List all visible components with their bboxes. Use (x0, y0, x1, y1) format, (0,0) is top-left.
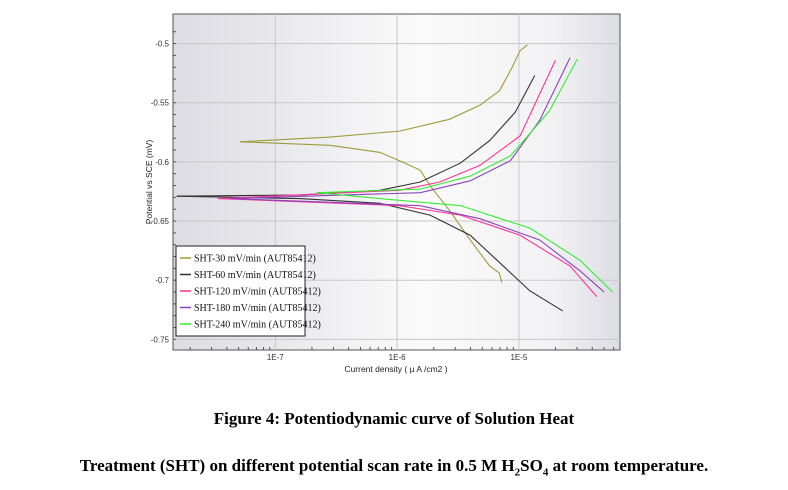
series-line-5-anodic (316, 58, 578, 194)
series-line-3-cathodic (218, 198, 598, 298)
x-tick-label: 1E-6 (389, 353, 406, 362)
series-line-2-cathodic (176, 195, 564, 312)
series-line-3-anodic (218, 59, 556, 200)
series-line-1-anodic (239, 44, 528, 143)
x-axis-label: Current density ( µ A /cm2 ) (344, 364, 447, 374)
y-tick-label: -0.65 (151, 217, 170, 226)
y-axis-label: Potential vs SCE (mV) (144, 140, 154, 225)
series-line-4-anodic (230, 57, 571, 200)
legend: SHT-30 mV/min (AUT85412) SHT-60 mV/min (A… (175, 245, 321, 337)
legend-label: SHT-180 mV/min (AUT85412) (194, 303, 321, 314)
series-line-5-cathodic (316, 192, 614, 293)
legend-label: SHT-240 mV/min (AUT85412) (194, 320, 321, 331)
y-tick-label: -0.5 (155, 40, 169, 49)
series-line-1-cathodic (239, 141, 503, 283)
legend-label: SHT-30 mV/min (AUT85412) (194, 254, 316, 265)
y-tick-label: -0.6 (155, 158, 169, 167)
x-tick-label: 1E-7 (267, 353, 284, 362)
y-tick-label: -0.7 (155, 276, 169, 285)
series-line-4-cathodic (230, 198, 605, 293)
y-tick-label: -0.55 (151, 99, 170, 108)
series-group (176, 44, 614, 312)
legend-label: SHT-60 mV/min (AUT85412) (194, 270, 316, 281)
tick-labels: 1E-7 1E-6 1E-5 -0.5 -0.55 -0.6 -0.65 -0.7 -0.75 (151, 40, 528, 362)
x-tick-label: 1E-5 (510, 353, 527, 362)
y-tick-label: -0.75 (151, 335, 170, 344)
tafel-chart: 1E-7 1E-6 1E-5-0.5-0.55-0.6-0.65-0.7-0.75 … (144, 13, 621, 374)
legend-label: SHT-120 mV/min (AUT85412) (194, 287, 321, 298)
figure-caption-line1: Figure 4: Potentiodynamic curve of Solut… (213, 409, 575, 428)
figure-caption-line2: Treatment (SHT) on different potential s… (79, 456, 709, 479)
